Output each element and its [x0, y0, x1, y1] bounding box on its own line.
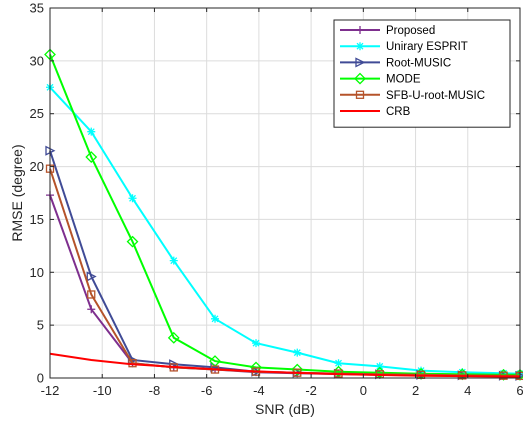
axes-box	[49, 7, 521, 379]
data-point	[128, 194, 137, 203]
y-tick-label: 30	[30, 53, 44, 68]
data-point	[293, 348, 302, 357]
y-tick-label: 15	[30, 212, 44, 227]
series-group	[44, 48, 523, 381]
x-tick-label: 4	[464, 383, 471, 398]
legend-entry: MODE	[340, 72, 421, 86]
data-point	[291, 363, 304, 376]
x-tick-label: 0	[360, 383, 367, 398]
legend-entry: SFB-U-root-MUSIC	[340, 90, 485, 102]
y-axis-label: RMSE (degree)	[9, 144, 25, 241]
data-point	[87, 305, 96, 314]
legend-label: CRB	[386, 106, 411, 118]
x-tick-label: -6	[201, 383, 213, 398]
axes	[49, 7, 521, 379]
legend-marker	[356, 42, 364, 51]
x-axis-label: SNR (dB)	[255, 401, 315, 417]
y-tick-label: 0	[37, 371, 44, 386]
legend-label: Proposed	[386, 25, 435, 37]
legend-marker	[354, 72, 366, 85]
data-point	[375, 362, 384, 371]
y-tick-label: 35	[30, 1, 44, 16]
data-point	[167, 331, 180, 344]
legend-marker	[356, 26, 364, 34]
legend-label: Unirary ESPRIT	[386, 41, 468, 53]
x-tick-label: -2	[305, 383, 317, 398]
legend-entry: Root-MUSIC	[340, 57, 451, 69]
legend-box	[333, 19, 511, 128]
series-line	[49, 352, 521, 378]
data-point	[86, 271, 97, 282]
legend-label: Root-MUSIC	[386, 57, 451, 69]
tick-labels: -12 -10 -8 -6 -4 -2 0 2 4 6 0 5 10 15 20 25 30 35	[30, 1, 523, 399]
y-tick-label: 10	[30, 265, 44, 280]
y-tick-label: 5	[37, 318, 44, 333]
data-point	[334, 359, 343, 368]
legend: Proposed Unirary ESPRIT Root-MUSIC MODE SFB-…	[333, 19, 511, 128]
series-crb	[49, 352, 521, 378]
data-point	[87, 290, 96, 299]
data-point	[85, 151, 98, 163]
data-point	[252, 339, 261, 348]
data-point	[126, 235, 139, 248]
data-point	[169, 256, 178, 265]
x-tick-label: -12	[41, 383, 60, 398]
legend-marker	[355, 90, 365, 99]
x-tick-label: 6	[516, 383, 523, 398]
legend-entry: Unirary ESPRIT	[340, 41, 468, 53]
legend-entry: Proposed	[340, 25, 435, 37]
data-point	[417, 366, 426, 375]
y-tick-label: 25	[30, 106, 44, 121]
data-point	[87, 127, 96, 136]
x-tick-label: -8	[149, 383, 161, 398]
data-point	[211, 314, 220, 323]
legend-entry: CRB	[340, 106, 411, 118]
x-tick-label: -4	[253, 383, 265, 398]
legend-label: MODE	[386, 74, 421, 86]
x-tick-label: -10	[93, 383, 112, 398]
y-tick-label: 20	[30, 159, 44, 174]
legend-label: SFB-U-root-MUSIC	[386, 90, 485, 102]
legend-marker	[355, 57, 366, 68]
x-tick-label: 2	[412, 383, 419, 398]
